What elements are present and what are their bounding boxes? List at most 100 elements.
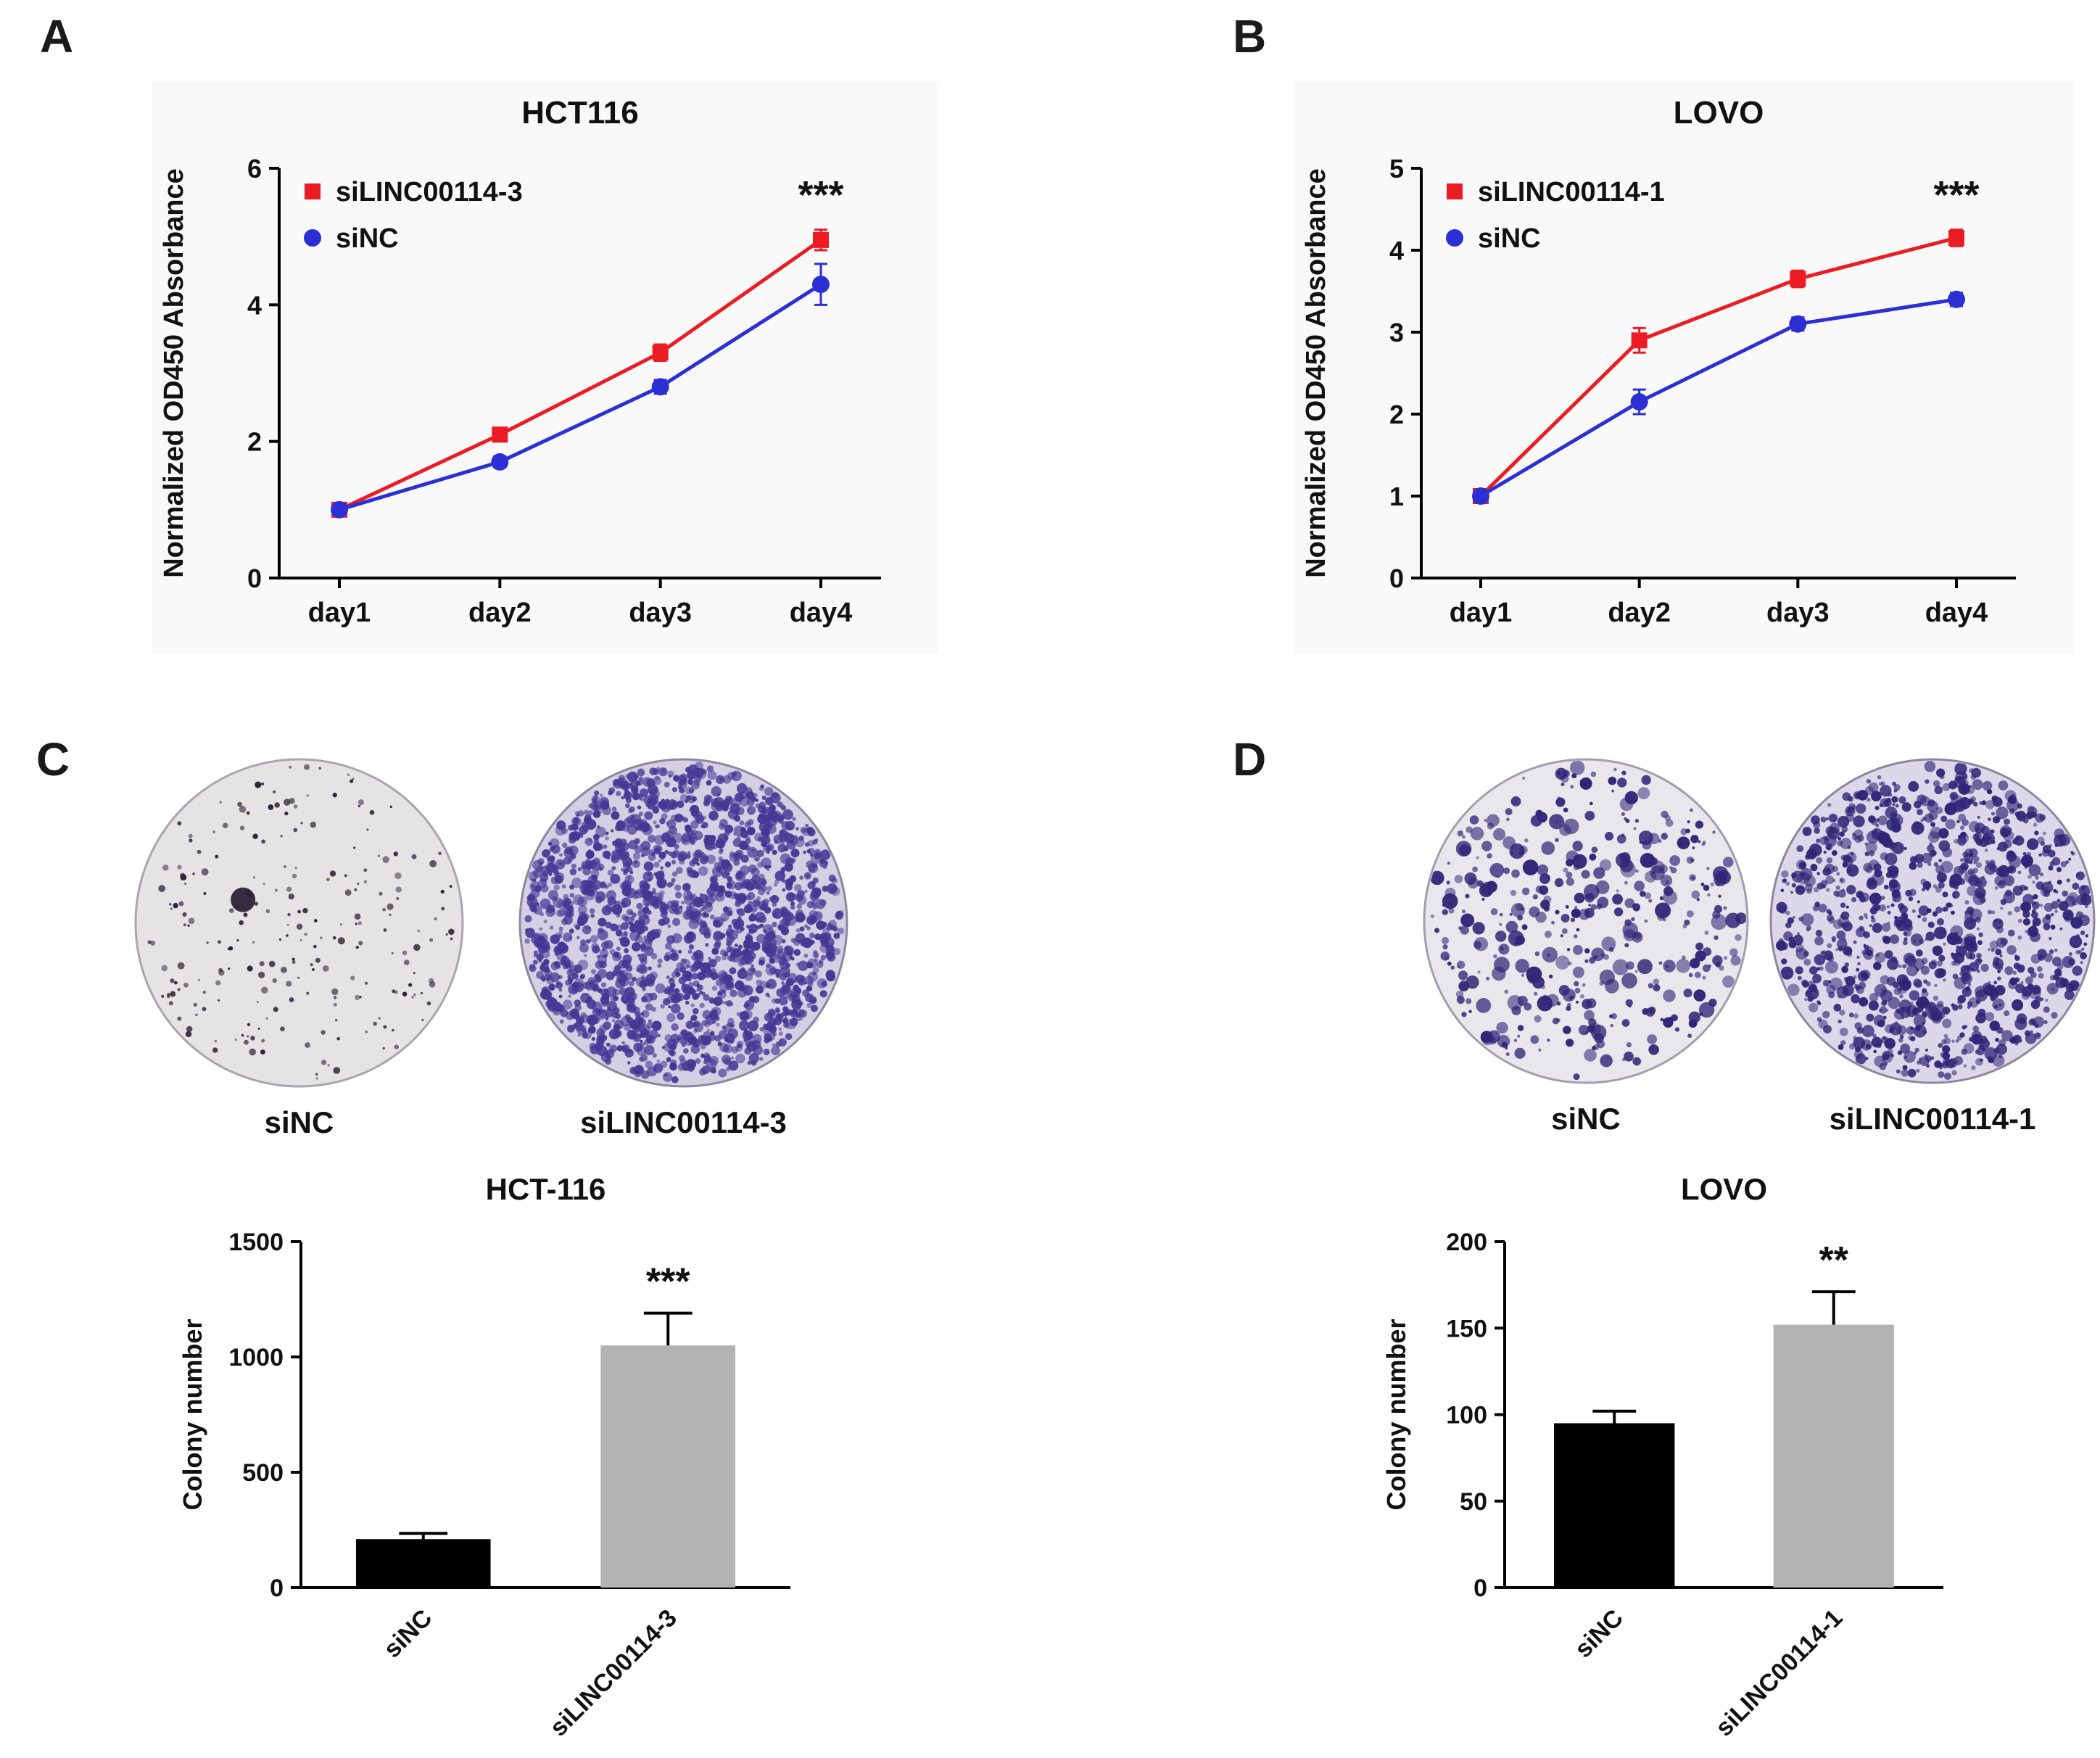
marker-square [1631,332,1648,349]
panel-label-a: A [40,10,74,62]
dish-svg [134,758,464,1088]
y-tick-label: 1 [1389,482,1404,511]
y-axis-label: Colony number [1381,1318,1411,1510]
chart-svg: LOVO Colony number 0 50 100 150 200 siNC siLINC0… [1381,1172,1943,1742]
y-tick-label: 500 [242,1459,284,1487]
significance-annotation: *** [646,1261,690,1303]
dish-label-sinc-hct116: siNC [264,1105,334,1139]
chart-title: LOVO [1674,95,1764,131]
marker-square [652,344,669,361]
dish-svg [1769,758,2096,1084]
dish-row-lovo: siNC siLINC00114-1 [1423,758,2096,1136]
bar [1554,1423,1675,1588]
dish-label-silinc00114-3: siLINC00114-3 [580,1105,787,1139]
y-tick-label: 5 [1389,154,1404,183]
dish-figure-silinc00114-1: siLINC00114-1 [1769,758,2096,1136]
dish-figure-silinc00114-3: siLINC00114-3 [518,758,848,1140]
marker-circle [1630,393,1648,411]
y-tick-label: 0 [1389,564,1404,593]
x-tick-label: day4 [790,598,853,628]
legend-label: siNC [336,223,399,254]
y-tick-label: 1000 [228,1344,284,1371]
y-tick-label: 1500 [228,1229,284,1256]
x-tick-label: siNC [1569,1604,1629,1664]
y-tick-label: 200 [1446,1229,1487,1256]
dish-row-hct116: siNC siLINC00114-3 [134,758,848,1140]
y-tick-label: 4 [247,290,262,320]
x-tick-label: day1 [308,598,371,628]
y-tick-label: 2 [247,427,262,457]
y-tick-label: 150 [1446,1315,1487,1342]
chart-svg: LOVO Normalized OD450 Absorbance 0 1 2 3 4 5 day… [1301,95,2016,628]
marker-square [813,231,829,248]
marker-circle [331,500,348,519]
x-tick-label: day1 [1450,598,1513,628]
marker-circle [1472,487,1489,505]
dish-label-sinc-lovo: siNC [1551,1102,1621,1136]
panel-label-d: D [1233,733,1267,785]
dish-label-silinc00114-1: siLINC00114-1 [1829,1102,2036,1136]
x-tick-label: siLINC00114-3 [545,1604,682,1742]
y-axis-label: Normalized OD450 Absorbance [1301,168,1331,578]
y-tick-label: 0 [1473,1575,1487,1602]
x-tick-label: siLINC00114-1 [1710,1604,1848,1742]
significance-annotation: *** [1933,173,1979,217]
y-tick-label: 4 [1389,236,1404,265]
bar [1773,1324,1894,1588]
legend-label: siNC [1478,223,1541,254]
y-tick-label: 50 [1460,1488,1487,1516]
series-line [339,282,822,512]
y-tick-label: 6 [247,154,262,183]
x-tick-label: day3 [629,598,692,628]
chart-title: HCT116 [521,95,638,131]
legend-marker [1446,229,1463,247]
x-tick-label: day2 [468,598,532,628]
y-tick-label: 0 [270,1575,284,1602]
y-tick-label: 0 [247,564,262,593]
marker-circle [651,378,669,396]
significance-annotation: ** [1819,1239,1849,1282]
bar-chart-lovo: LOVO Colony number 0 50 100 150 200 siNC siLINC0… [1371,1155,2009,1743]
colony-dish-silinc00114-3 [518,758,848,1088]
colony-dish-sinc-hct116 [134,758,464,1088]
marker-circle [1948,290,1965,308]
x-tick-label: day2 [1608,598,1671,628]
legend-label: siLINC00114-3 [336,177,523,207]
bar [355,1539,491,1588]
panel-label-b: B [1233,10,1267,62]
legend-label: siLINC00114-1 [1478,177,1665,207]
legend-marker [1447,183,1463,199]
significance-annotation: *** [798,173,843,217]
bar-chart-hct116: HCT-116 Colony number 0 500 1000 1500 siNC siLI… [167,1155,856,1743]
y-axis-label: Colony number [178,1318,207,1510]
marker-square [492,426,508,443]
x-tick-label: siNC [379,1604,438,1664]
chart-svg: HCT116 Normalized OD450 Absorbance 0 2 4 6 day… [159,95,881,628]
dish-figure-sinc-lovo: siNC [1423,758,1749,1136]
series-line [338,238,822,512]
marker-circle [812,276,830,294]
dish-svg [518,758,848,1088]
y-tick-label: 100 [1446,1402,1487,1429]
panel-label-c: C [36,733,70,785]
marker-circle [1789,315,1807,333]
dish-svg [1423,758,1749,1084]
colony-dish-sinc-lovo [1423,758,1749,1084]
bar [600,1345,736,1588]
legend-marker [305,183,321,199]
legend-marker [304,229,321,247]
chart-title: HCT-116 [486,1172,606,1206]
line-chart-lovo: LOVO Normalized OD450 Absorbance 0 1 2 3 4 5 day… [1294,81,2074,654]
series-line [1479,297,1957,498]
chart-svg: HCT-116 Colony number 0 500 1000 1500 siNC siLI… [178,1172,790,1742]
dish-figure-sinc-hct116: siNC [134,758,464,1140]
y-tick-label: 3 [1389,318,1404,347]
chart-title: LOVO [1681,1172,1767,1206]
marker-square [1948,230,1964,247]
x-tick-label: day4 [1925,598,1988,628]
y-tick-label: 2 [1389,400,1404,429]
colony-dish-silinc00114-1 [1769,758,2096,1084]
marker-square [1790,271,1806,287]
line-chart-hct116: HCT116 Normalized OD450 Absorbance 0 2 4 6 day… [152,81,939,654]
